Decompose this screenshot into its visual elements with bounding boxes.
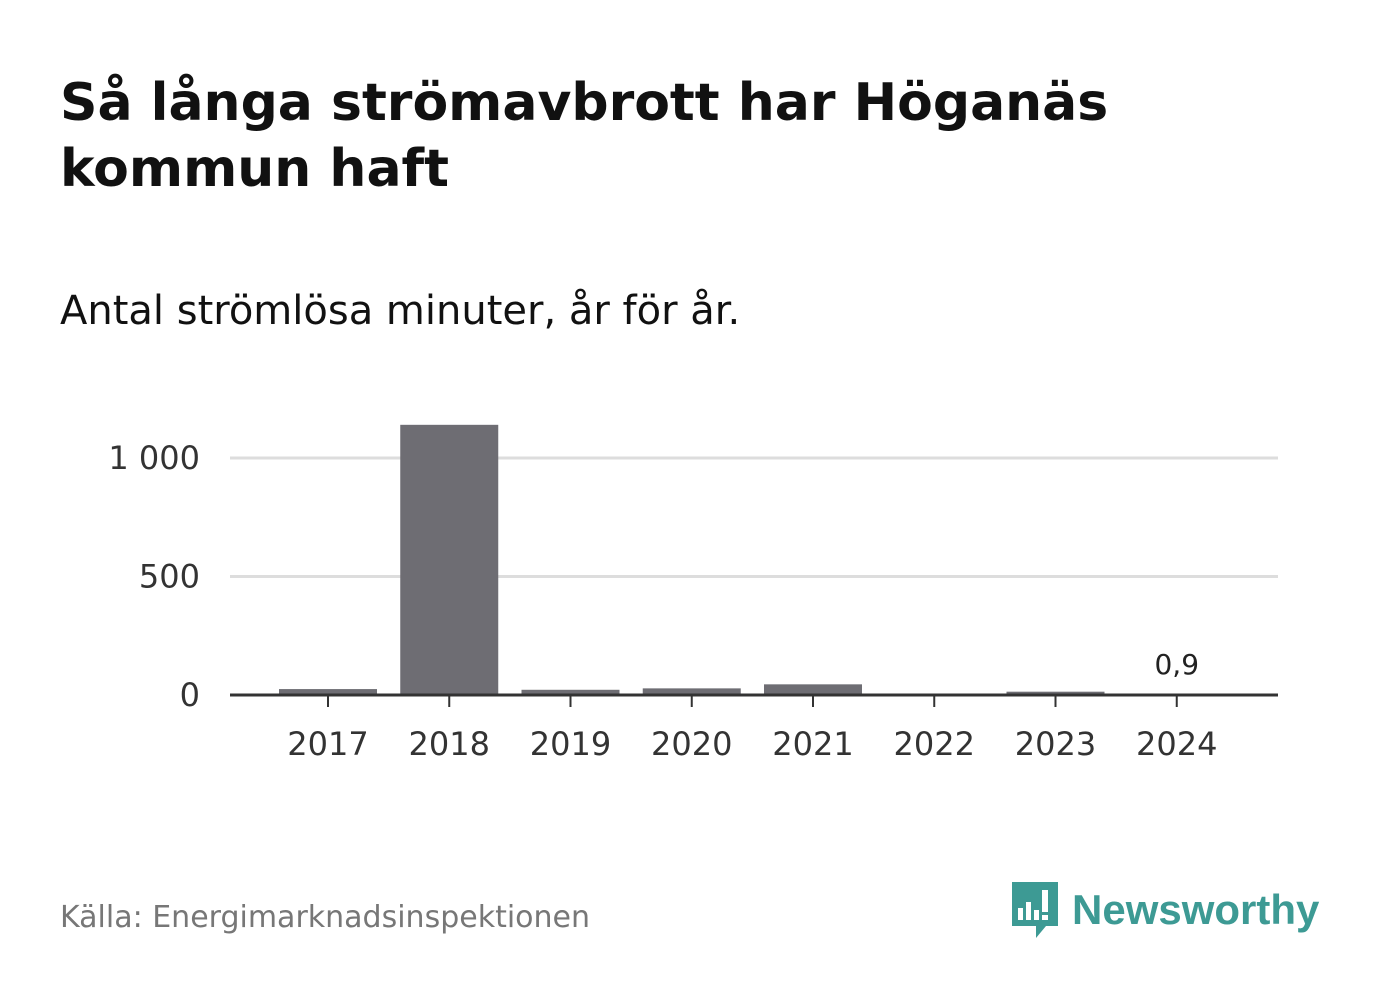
brand-name: Newsworthy [1072, 886, 1319, 934]
x-tick-label: 2020 [651, 725, 732, 763]
x-tick-label: 2023 [1015, 725, 1096, 763]
source-note: Källa: Energimarknadsinspektionen [60, 900, 590, 935]
newsworthy-logo: Newsworthy [1010, 878, 1319, 942]
bar-2021 [764, 684, 862, 695]
y-tick-label: 1 000 [108, 439, 200, 477]
x-tick-label: 2019 [530, 725, 611, 763]
bars [279, 425, 1226, 695]
data-label: 0,9 [1154, 648, 1199, 681]
bar-2018 [400, 425, 498, 695]
axes [230, 695, 1278, 707]
gridlines [230, 458, 1278, 577]
x-tick-label: 2018 [409, 725, 490, 763]
chart-speech-bubble-icon [1010, 880, 1060, 940]
x-tick-label: 2024 [1136, 725, 1217, 763]
x-tick-label: 2022 [894, 725, 975, 763]
y-tick-label: 0 [180, 676, 200, 714]
y-tick-label: 500 [139, 558, 200, 596]
x-tick-label: 2021 [772, 725, 853, 763]
x-tick-label: 2017 [287, 725, 368, 763]
labels: 0 500 1 000 2017 2018 2019 2020 2021 2022 2023 202… [108, 439, 1217, 763]
